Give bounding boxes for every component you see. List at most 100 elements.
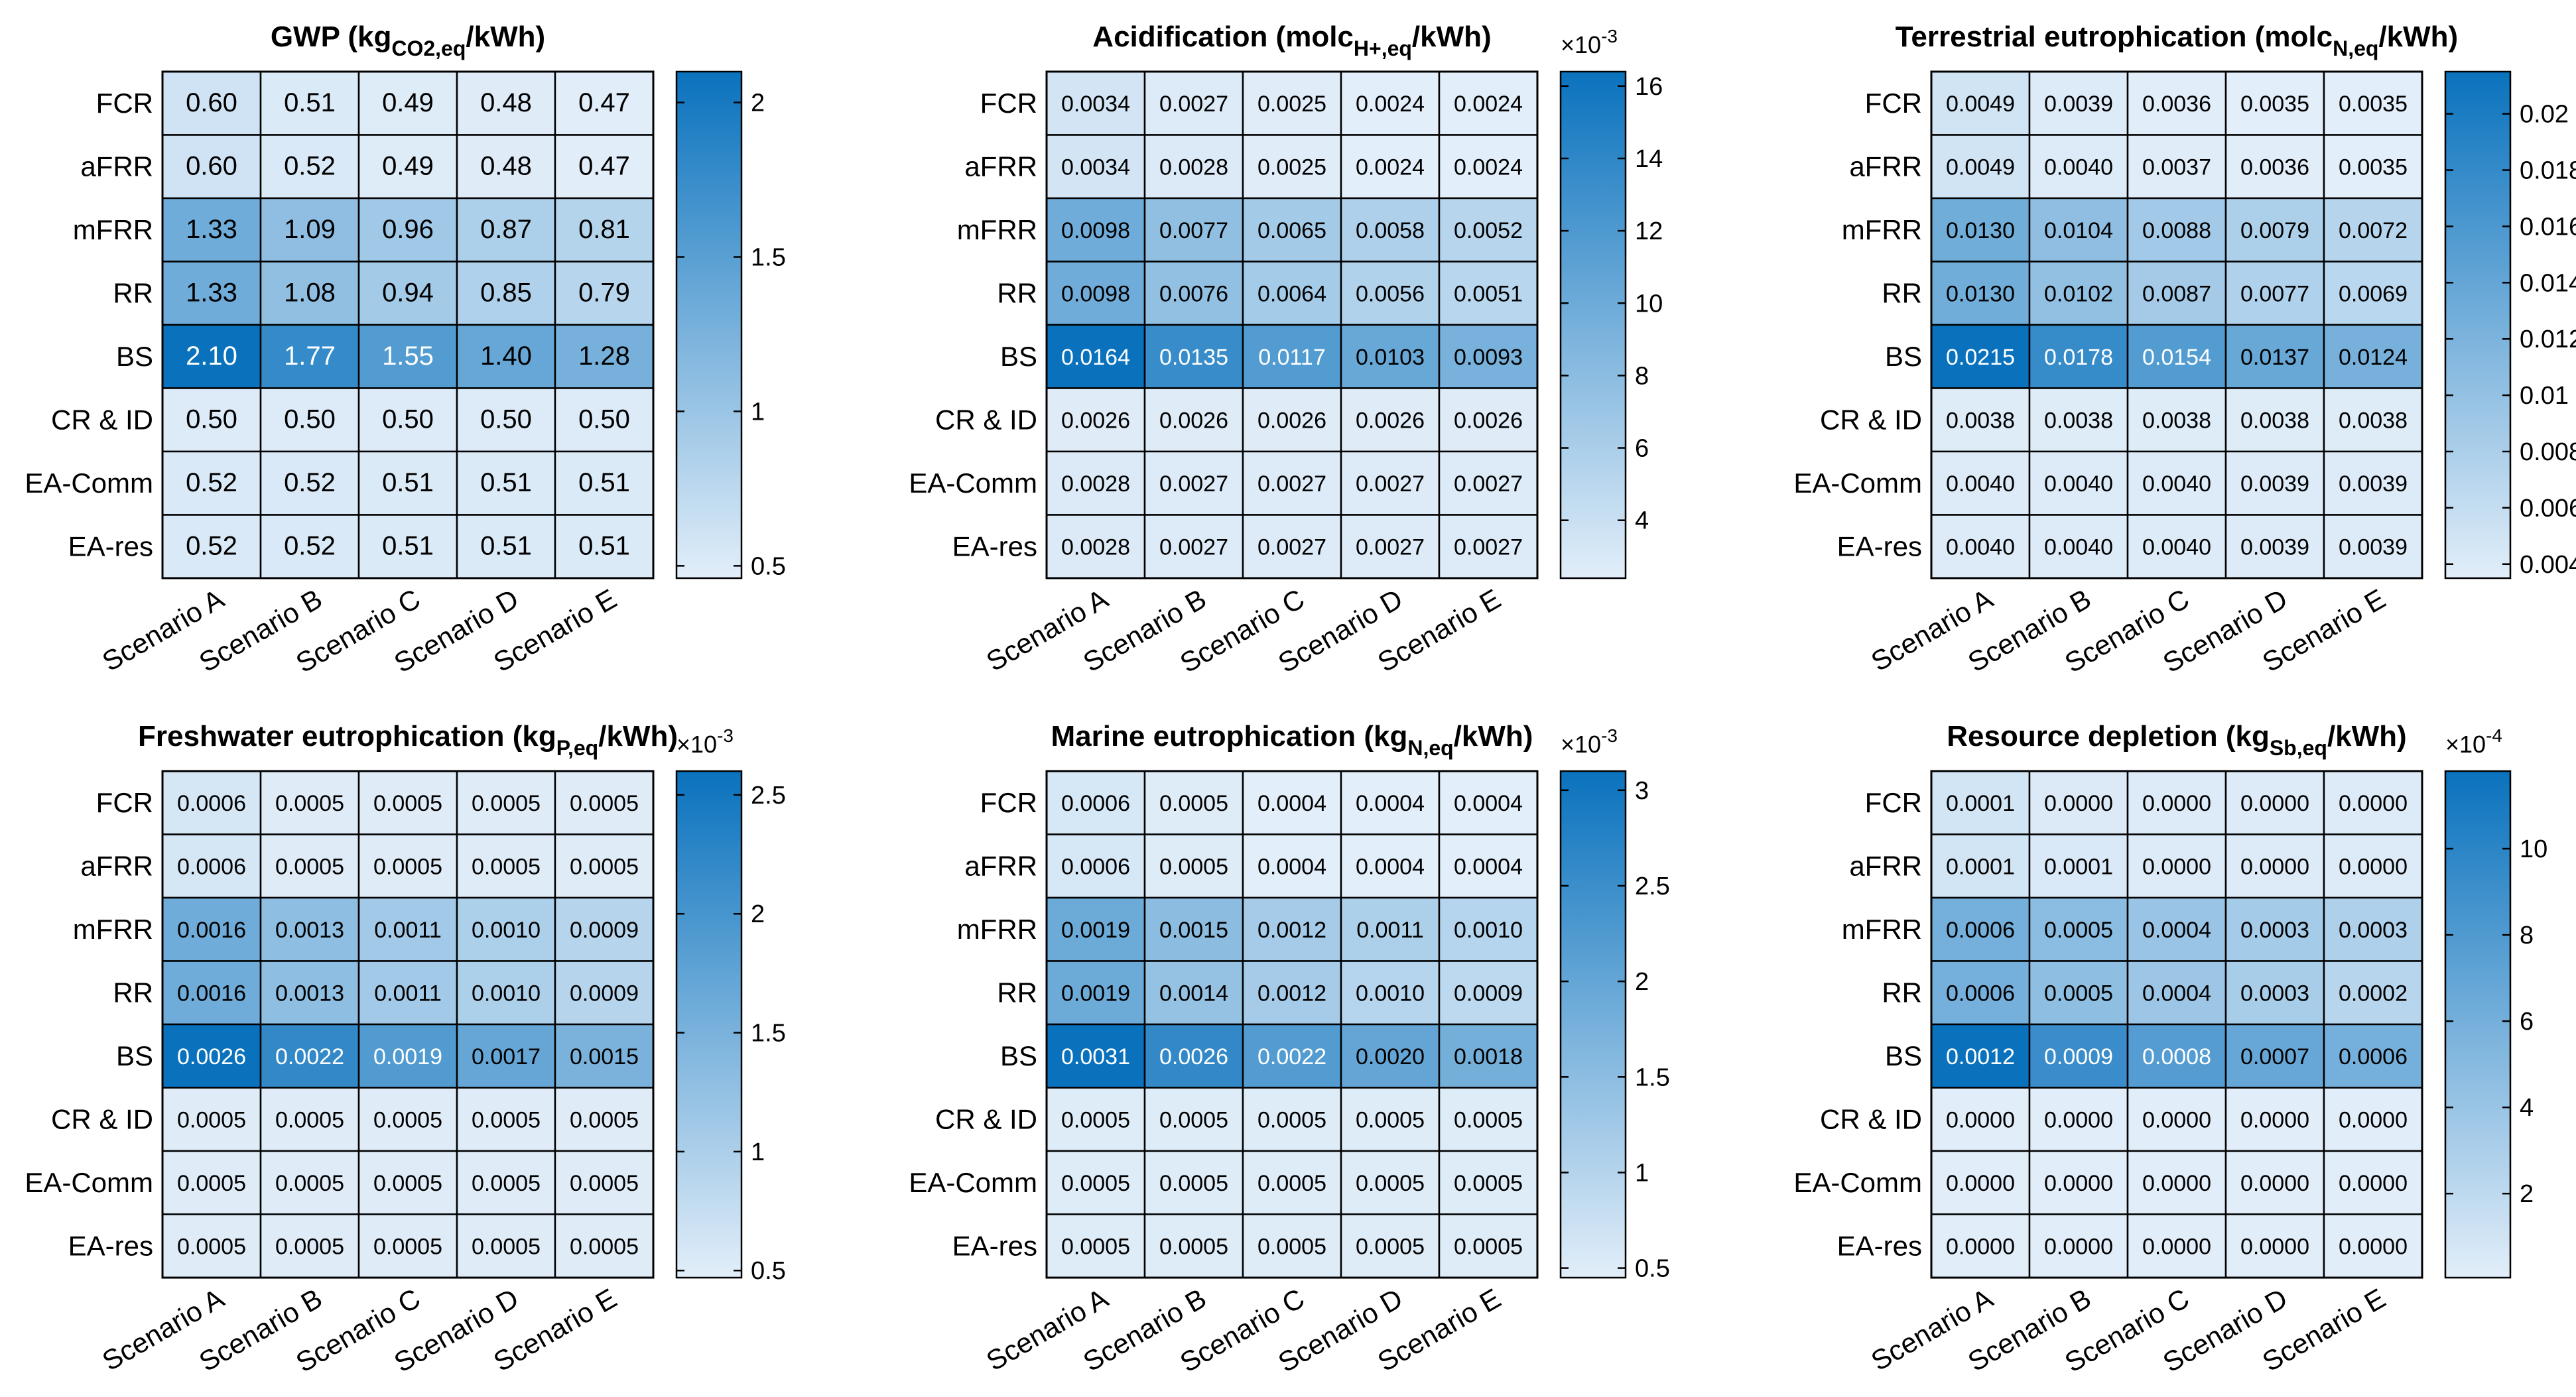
cell-value: 0.0017 (472, 1044, 541, 1069)
row-label: mFRR (1842, 914, 1922, 945)
cell-value: 0.0005 (1257, 1107, 1326, 1132)
panel-title: Freshwater eutrophication (kgP,eq/kWh) (138, 720, 678, 760)
cell-value: 0.60 (186, 151, 237, 180)
row-label: aFRR (1849, 151, 1922, 182)
cell-value: 0.0028 (1159, 154, 1228, 180)
row-label: FCR (980, 88, 1037, 119)
heatmap-cell (357, 1150, 458, 1215)
cell-value: 0.0036 (2240, 154, 2309, 180)
heatmap-cell (2323, 324, 2423, 389)
heatmap-cell (1340, 324, 1441, 389)
row-label: aFRR (80, 151, 153, 182)
colorbar-tick-label: 0.016 (2520, 213, 2576, 241)
cell-value: 0.0001 (1946, 791, 2015, 816)
row-label: aFRR (964, 850, 1037, 881)
cell-value: 0.49 (382, 88, 434, 117)
cell-value: 0.0088 (2142, 218, 2211, 243)
cell-value: 0.0079 (2240, 218, 2309, 243)
cell-value: 0.0005 (373, 1234, 442, 1259)
panel-title: GWP (kgCO2,eq/kWh) (271, 21, 545, 60)
heatmap-cell (1143, 514, 1244, 579)
colorbar-multiplier: ×10-4 (2445, 725, 2502, 758)
cell-value: 0.0005 (472, 1107, 541, 1132)
heatmap-cell (357, 1087, 458, 1152)
cell-value: 0.0027 (1257, 534, 1326, 560)
heatmap-cell (259, 197, 360, 263)
row-label: EA-res (68, 530, 153, 562)
heatmap-cell (2323, 134, 2423, 200)
cell-value: 0.0049 (1946, 91, 2015, 117)
cell-value: 0.0009 (570, 918, 639, 943)
cell-value: 0.0064 (1257, 281, 1326, 306)
colorbar-tick-label: 0.01 (2520, 382, 2569, 410)
cell-value: 0.0000 (2339, 1234, 2408, 1259)
heatmap-cell (1242, 450, 1342, 516)
colorbar-tick-label: 2.5 (751, 782, 786, 810)
colorbar-tick-label: 0.5 (751, 552, 786, 580)
row-label: FCR (1865, 787, 1922, 818)
heatmap-cell (1045, 70, 1146, 136)
row-label: CR & ID (51, 1103, 153, 1134)
cell-value: 0.0102 (2044, 281, 2113, 306)
cell-value: 0.0034 (1061, 154, 1130, 180)
heatmap-cell (456, 833, 556, 899)
cell-value: 0.0000 (2044, 1171, 2113, 1196)
cell-value: 0.0004 (1257, 854, 1326, 879)
cell-value: 0.0000 (2240, 1107, 2309, 1132)
heatmap-cell (2224, 960, 2325, 1026)
row-label: CR & ID (1820, 1103, 1922, 1134)
cell-value: 0.0040 (1946, 471, 2015, 497)
cell-value: 0.0005 (472, 791, 541, 816)
heatmap-cell (2224, 134, 2325, 200)
cell-value: 0.48 (480, 151, 532, 180)
cell-value: 0.0005 (1061, 1107, 1130, 1132)
cell-value: 0.0004 (1257, 791, 1326, 816)
cell-value: 0.0000 (2142, 854, 2211, 879)
heatmap-cell (2126, 896, 2227, 962)
cell-value: 0.0003 (2240, 981, 2309, 1006)
cell-value: 0.0039 (2044, 91, 2113, 117)
cell-value: 0.0026 (1356, 408, 1425, 433)
heatmap-cell (2028, 1087, 2129, 1152)
cell-value: 0.50 (382, 404, 434, 434)
heatmap-cell (2224, 1023, 2325, 1089)
cell-value: 0.79 (578, 278, 630, 307)
cell-value: 0.52 (284, 151, 336, 180)
cell-value: 0.0004 (1454, 854, 1523, 879)
heatmap-cell (1242, 261, 1342, 326)
row-label: mFRR (73, 914, 153, 945)
heatmap-cell (1340, 1150, 1441, 1215)
cell-value: 0.0026 (1454, 408, 1523, 433)
heatmap-cell (161, 1150, 262, 1215)
cell-value: 0.0035 (2339, 91, 2408, 117)
colorbar-tick-label: 1.5 (751, 244, 786, 272)
row-label: FCR (980, 787, 1037, 818)
heatmap-cell (1242, 1087, 1342, 1152)
cell-value: 0.52 (186, 468, 237, 497)
row-label: FCR (96, 88, 153, 119)
colorbar-tick-label: 0.004 (2520, 551, 2576, 579)
row-label: aFRR (964, 151, 1037, 182)
cell-value: 0.0005 (1454, 1171, 1523, 1196)
cell-value: 0.0004 (2142, 918, 2211, 943)
heatmap-cell (2028, 514, 2129, 579)
heatmap-cell (161, 1213, 262, 1279)
cell-value: 0.0006 (177, 854, 246, 879)
cell-value: 0.0098 (1061, 218, 1130, 243)
cell-value: 0.0038 (2339, 408, 2408, 433)
heatmap-cell (357, 1023, 458, 1089)
cell-value: 0.0027 (1257, 471, 1326, 497)
cell-value: 0.0006 (1061, 791, 1130, 816)
cell-value: 0.0076 (1159, 281, 1228, 306)
row-label: RR (1882, 277, 1922, 308)
heatmap-cell (2224, 324, 2325, 389)
colorbar-tick-label: 0.006 (2520, 495, 2576, 522)
cell-value: 0.0012 (1946, 1044, 2015, 1069)
heatmap-cell (456, 1023, 556, 1089)
heatmap-cell (357, 896, 458, 962)
heatmap-cell (1930, 324, 2031, 389)
row-label: FCR (96, 787, 153, 818)
row-label: BS (116, 341, 153, 372)
heatmap-cell (1438, 960, 1539, 1026)
